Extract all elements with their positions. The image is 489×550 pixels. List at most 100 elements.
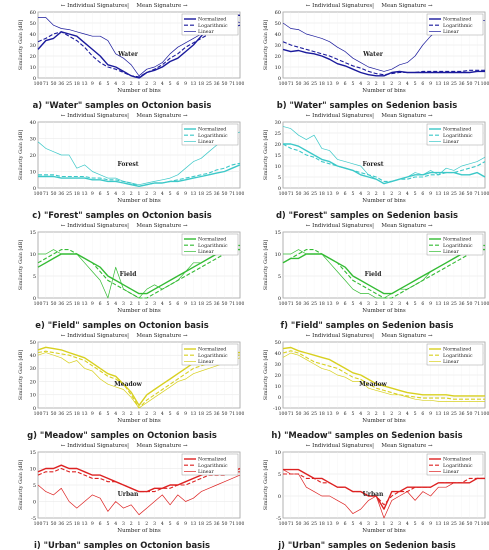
x-tick-label: 36 <box>459 301 465 307</box>
x-tick-label: 4 <box>161 301 164 307</box>
x-tick-label: 50 <box>296 191 302 197</box>
x-tick-label: 50 <box>296 81 302 87</box>
y-tick-label: 20 <box>275 54 281 60</box>
y-tick-label: 20 <box>30 153 36 159</box>
x-tick-label: 18 <box>74 411 80 417</box>
x-tick-label: 4 <box>359 521 362 527</box>
y-tick-label: 0 <box>278 186 281 192</box>
header-separator: | <box>127 333 129 339</box>
x-tick-label: 4 <box>161 411 164 417</box>
x-tick-label: 2 <box>130 301 133 307</box>
x-tick-label: 25 <box>66 411 72 417</box>
header-mean: Mean Signature → <box>381 113 433 119</box>
x-tick-label: 2 <box>390 521 393 527</box>
x-tick-label: 6 <box>421 521 424 527</box>
x-tick-label: 50 <box>222 301 228 307</box>
legend-entry: Normalized <box>443 457 471 463</box>
legend-entry: Normalized <box>443 347 471 353</box>
header-separator: | <box>127 3 129 9</box>
y-tick-label: 40 <box>30 353 36 359</box>
x-tick-label: 50 <box>222 521 228 527</box>
x-tick-label: 50 <box>467 411 473 417</box>
series-line-linear <box>37 131 241 186</box>
x-tick-label: 5 <box>414 81 417 87</box>
legend-entry: Linear <box>198 359 215 365</box>
x-tick-label: 5 <box>351 81 354 87</box>
x-tick-label: 36 <box>58 521 64 527</box>
x-tick-label: 71 <box>288 411 294 417</box>
x-axis-label: Number of bins <box>117 308 161 314</box>
y-axis-label: Similarity Gain [dB] <box>263 350 269 401</box>
y-tick-label: 30 <box>30 136 36 142</box>
panel-caption: e) "Field" samples on Octonion basis <box>35 320 208 330</box>
x-tick-label: 100 <box>236 81 244 87</box>
x-tick-label: 9 <box>336 301 339 307</box>
panel-caption: j) "Urban" samples on Sedenion basis <box>277 540 456 550</box>
header-separator: | <box>372 223 374 229</box>
x-tick-label: 2 <box>390 191 393 197</box>
x-tick-label: 4 <box>359 81 362 87</box>
x-tick-label: 100 <box>279 81 288 87</box>
x-tick-label: 71 <box>474 411 480 417</box>
x-tick-label: 4 <box>359 301 362 307</box>
legend-entry: Linear <box>443 139 460 145</box>
legend-entry: Logarithmic <box>443 23 473 29</box>
x-tick-label: 36 <box>303 521 309 527</box>
header-individual: ← Individual Signatures <box>61 333 128 339</box>
x-tick-label: 71 <box>229 301 235 307</box>
y-tick-label: 50 <box>275 21 281 27</box>
x-tick-label: 100 <box>34 191 43 197</box>
y-tick-label: 25 <box>275 131 281 137</box>
x-tick-label: 100 <box>34 411 43 417</box>
legend-entry: Logarithmic <box>443 243 473 249</box>
y-tick-label: 15 <box>30 450 36 456</box>
x-tick-label: 5 <box>169 521 172 527</box>
legend-entry: Normalized <box>198 457 226 463</box>
header-mean: Mean Signature → <box>136 3 188 9</box>
y-axis-label: Similarity Gain [dB] <box>18 460 24 511</box>
x-tick-label: 6 <box>176 521 179 527</box>
x-tick-label: 25 <box>66 301 72 307</box>
x-tick-label: 5 <box>414 411 417 417</box>
x-tick-label: 36 <box>459 81 465 87</box>
x-axis-label: Number of bins <box>362 308 406 314</box>
x-tick-label: 50 <box>51 521 57 527</box>
x-tick-label: 1 <box>383 191 386 197</box>
x-tick-label: 5 <box>414 191 417 197</box>
chart-panel-h: ← Individual Signatures | Mean Signature →… <box>263 333 489 440</box>
x-tick-label: 5 <box>169 81 172 87</box>
x-axis-label: Number of bins <box>117 198 161 204</box>
legend-entry: Linear <box>198 249 215 255</box>
x-tick-label: 6 <box>421 191 424 197</box>
series-line-linear <box>283 244 485 299</box>
series-line-logarithmic <box>38 162 241 187</box>
y-tick-label: 10 <box>30 65 36 71</box>
x-tick-label: 3 <box>153 81 156 87</box>
x-tick-label: 2 <box>145 411 148 417</box>
x-tick-label: 4 <box>406 301 409 307</box>
x-tick-label: 2 <box>145 191 148 197</box>
x-tick-label: 100 <box>279 521 288 527</box>
x-tick-label: 3 <box>122 411 125 417</box>
x-tick-label: 4 <box>114 81 117 87</box>
class-label: Urban <box>363 491 384 498</box>
x-tick-label: 50 <box>467 81 473 87</box>
x-tick-label: 9 <box>429 81 432 87</box>
x-tick-label: 25 <box>451 521 457 527</box>
x-tick-label: 71 <box>474 301 480 307</box>
x-tick-label: 13 <box>82 411 88 417</box>
x-tick-label: 9 <box>429 301 432 307</box>
y-tick-label: -5 <box>276 516 281 522</box>
legend-entry: Linear <box>198 139 215 145</box>
x-tick-label: 4 <box>114 411 117 417</box>
x-tick-label: 71 <box>474 521 480 527</box>
x-tick-label: 4 <box>406 81 409 87</box>
x-tick-label: 13 <box>82 191 88 197</box>
series-line-normalized <box>283 468 485 510</box>
x-tick-label: 100 <box>34 301 43 307</box>
x-tick-label: 100 <box>34 81 43 87</box>
y-axis-label: Similarity Gain [dB] <box>18 240 24 291</box>
x-tick-label: 3 <box>367 191 370 197</box>
y-tick-label: 5 <box>278 274 281 280</box>
